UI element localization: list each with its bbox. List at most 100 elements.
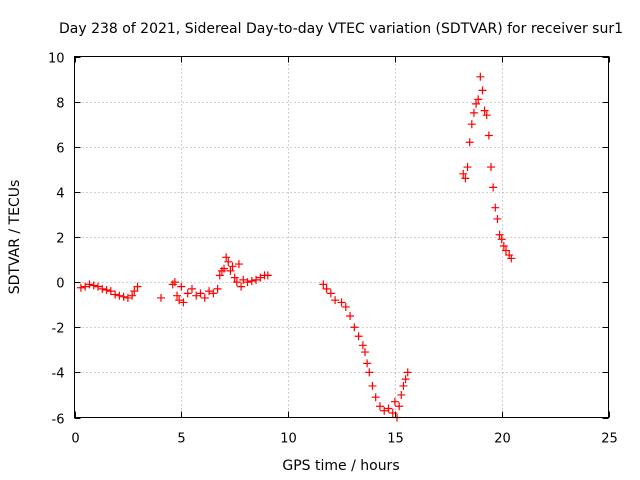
data-point xyxy=(192,291,201,300)
data-point xyxy=(224,257,233,266)
data-point xyxy=(157,293,166,302)
data-point xyxy=(98,284,107,293)
data-point xyxy=(399,381,408,390)
data-point xyxy=(331,296,340,305)
data-point xyxy=(89,281,98,290)
data-point xyxy=(230,273,239,282)
data-point xyxy=(187,284,196,293)
plot-frame xyxy=(74,56,609,418)
data-point xyxy=(467,120,476,129)
x-tick-label: 20 xyxy=(494,432,511,447)
data-point xyxy=(183,289,192,298)
data-point xyxy=(220,264,229,273)
data-point xyxy=(346,311,355,320)
data-point xyxy=(111,290,120,299)
data-point xyxy=(106,287,115,296)
data-point xyxy=(133,282,142,291)
data-point xyxy=(115,291,124,300)
x-tick-label: 5 xyxy=(177,432,185,447)
data-point xyxy=(85,280,94,289)
data-points xyxy=(76,72,516,422)
y-tick-label: 2 xyxy=(56,232,64,247)
data-point xyxy=(102,286,111,295)
data-point xyxy=(239,275,248,284)
data-point xyxy=(237,282,246,291)
data-point xyxy=(371,393,380,402)
data-point xyxy=(459,169,468,178)
data-point xyxy=(228,262,237,271)
chart-title: Day 238 of 2021, Sidereal Day-to-day VTE… xyxy=(59,21,623,37)
data-point xyxy=(222,253,231,262)
data-point xyxy=(326,289,335,298)
data-point xyxy=(480,106,489,115)
y-tick-label: -4 xyxy=(52,367,65,382)
data-point xyxy=(119,292,128,301)
data-point xyxy=(363,359,372,368)
data-point xyxy=(375,402,384,411)
data-point xyxy=(474,95,483,104)
data-point xyxy=(200,293,209,302)
data-point xyxy=(501,246,510,255)
data-point xyxy=(493,214,502,223)
data-point xyxy=(380,406,389,415)
data-point xyxy=(173,291,182,300)
data-point xyxy=(360,348,369,357)
data-point xyxy=(484,131,493,140)
data-point xyxy=(226,266,235,275)
y-tick-label: 0 xyxy=(56,277,64,292)
data-point xyxy=(401,375,410,384)
data-point xyxy=(472,99,481,108)
data-point xyxy=(384,404,393,413)
data-point xyxy=(128,291,137,300)
data-point xyxy=(463,163,472,172)
data-point xyxy=(499,242,508,251)
data-point xyxy=(354,332,363,341)
data-point xyxy=(507,254,516,263)
data-point xyxy=(213,284,222,293)
data-point xyxy=(337,298,346,307)
data-point xyxy=(461,174,470,183)
x-tick-label: 25 xyxy=(601,432,618,447)
y-tick-label: 10 xyxy=(48,52,65,67)
y-tick-label: 6 xyxy=(56,142,64,157)
data-point xyxy=(390,397,399,406)
data-point xyxy=(487,163,496,172)
data-point xyxy=(465,138,474,147)
data-point xyxy=(476,72,485,81)
data-point xyxy=(209,289,218,298)
data-point xyxy=(495,230,504,239)
data-point xyxy=(243,278,252,287)
x-axis-label: GPS time / hours xyxy=(282,458,399,474)
data-point xyxy=(93,282,102,291)
data-point xyxy=(196,289,205,298)
x-tick-label: 0 xyxy=(71,432,79,447)
data-point xyxy=(395,402,404,411)
data-point xyxy=(469,108,478,117)
y-tick-label: -6 xyxy=(52,413,65,428)
data-point xyxy=(365,368,374,377)
data-point xyxy=(179,298,188,307)
x-tick-label: 10 xyxy=(280,432,297,447)
data-point xyxy=(478,86,487,95)
data-point xyxy=(170,278,179,287)
data-point xyxy=(81,282,90,291)
data-point xyxy=(322,284,331,293)
data-point xyxy=(123,293,132,302)
data-point xyxy=(247,276,256,285)
data-point xyxy=(341,302,350,311)
data-point xyxy=(397,390,406,399)
data-point xyxy=(234,260,243,269)
y-tick-label: -2 xyxy=(52,322,65,337)
y-tick-label: 4 xyxy=(56,187,64,202)
data-point xyxy=(130,287,139,296)
data-point xyxy=(489,183,498,192)
data-point xyxy=(232,278,241,287)
data-point xyxy=(350,323,359,332)
data-point xyxy=(252,275,261,284)
y-axis-label: SDTVAR / TECUs xyxy=(7,180,23,295)
data-point xyxy=(177,282,186,291)
data-point xyxy=(256,273,265,282)
data-point xyxy=(403,368,412,377)
data-point xyxy=(76,283,85,292)
